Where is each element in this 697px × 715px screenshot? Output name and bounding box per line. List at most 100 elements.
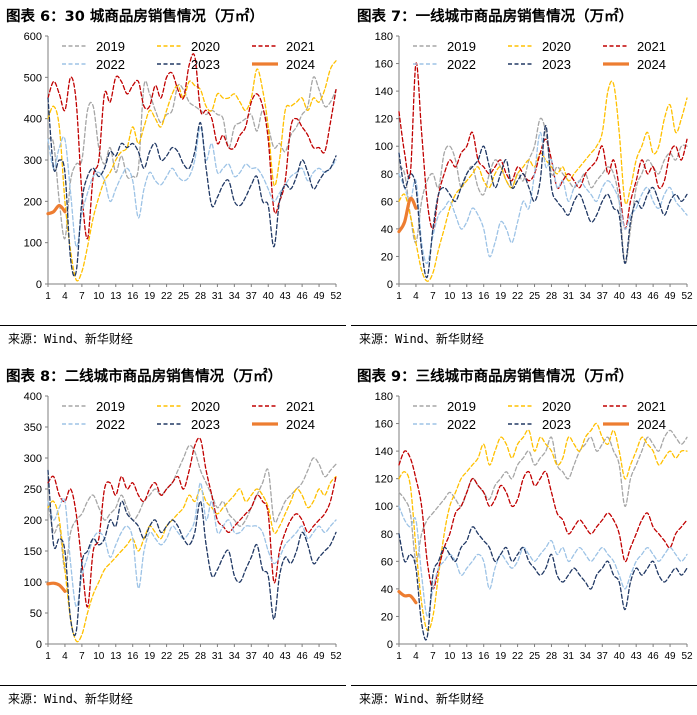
- x-tick-label: 31: [563, 651, 575, 662]
- legend-label-2020: 2020: [542, 39, 571, 54]
- x-tick-label: 40: [614, 291, 626, 302]
- x-tick-label: 7: [430, 651, 436, 662]
- x-tick-label: 16: [478, 651, 490, 662]
- y-tick-label: 400: [24, 114, 42, 126]
- legend-label-2024: 2024: [286, 417, 315, 432]
- x-tick-label: 19: [144, 651, 156, 662]
- y-tick-label: 400: [24, 391, 42, 403]
- y-tick-label: 60: [381, 196, 393, 208]
- series-line-2024: [46, 203, 67, 216]
- chart-title: 图表 7：一线城市商品房销售情况（万㎡）: [357, 9, 634, 25]
- y-tick-label: 200: [24, 515, 42, 527]
- x-tick-label: 43: [631, 291, 643, 302]
- x-tick-label: 1: [45, 651, 51, 662]
- legend-label-2019: 2019: [96, 39, 125, 54]
- y-tick-label: 40: [381, 224, 393, 236]
- y-tick-label: 200: [24, 196, 42, 208]
- source-note: 来源：Wind、新华财经: [359, 332, 484, 346]
- legend-label-2019: 2019: [447, 39, 476, 54]
- y-tick-label: 150: [24, 546, 42, 558]
- legend-label-2020: 2020: [542, 399, 571, 414]
- series-line-2024: [397, 590, 418, 605]
- x-tick-label: 22: [512, 291, 524, 302]
- y-tick-label: 50: [30, 608, 42, 620]
- y-tick-label: 160: [375, 419, 393, 431]
- x-tick-label: 22: [161, 651, 173, 662]
- x-tick-label: 19: [144, 291, 156, 302]
- series-line-2019: [398, 117, 688, 265]
- y-tick-label: 180: [375, 391, 393, 403]
- y-tick-label: 120: [375, 114, 393, 126]
- y-tick-label: 300: [24, 453, 42, 465]
- y-tick-label: 0: [36, 279, 42, 291]
- series-line-2021: [47, 53, 337, 240]
- legend-label-2023: 2023: [191, 417, 220, 432]
- y-tick-label: 250: [24, 484, 42, 496]
- source-note: 来源：Wind、新华财经: [359, 692, 484, 706]
- x-tick-label: 34: [580, 651, 592, 662]
- y-tick-label: 180: [375, 31, 393, 43]
- x-tick-label: 22: [161, 291, 173, 302]
- legend-label-2022: 2022: [96, 57, 125, 72]
- x-tick-label: 31: [563, 291, 575, 302]
- x-tick-label: 16: [478, 291, 490, 302]
- chart-svg: 0 100 200 300 400 500 600 1 4 7 10 13 16 19 22 25 28 31 34…: [24, 31, 342, 302]
- y-tick-label: 140: [375, 86, 393, 98]
- series-line-2019: [47, 444, 337, 571]
- x-tick-label: 28: [195, 651, 207, 662]
- x-tick-label: 46: [648, 651, 660, 662]
- legend-label-2024: 2024: [637, 417, 666, 432]
- series-line-2019: [398, 429, 688, 563]
- legend-label-2022: 2022: [96, 417, 125, 432]
- series-line-2023: [47, 97, 337, 277]
- x-tick-label: 46: [648, 291, 660, 302]
- series-line-2020: [47, 60, 337, 282]
- x-tick-label: 1: [45, 291, 51, 302]
- y-tick-label: 120: [375, 474, 393, 486]
- x-tick-label: 37: [597, 291, 609, 302]
- series-line-2021: [398, 450, 688, 590]
- x-tick-label: 25: [529, 291, 541, 302]
- y-tick-label: 80: [381, 529, 393, 541]
- x-tick-label: 10: [93, 291, 105, 302]
- chart-svg: 0 20 40 60 80 100 120 140 160 180 1 4 7 10 13 16 19 22 25 2…: [375, 391, 693, 662]
- chart-panel-tier2-cities: 图表 8：二线城市商品房销售情况（万㎡） 0 50 100 150 200 250 300 3…: [0, 360, 346, 715]
- chart-title: 图表 9：三线城市商品房销售情况（万㎡）: [357, 369, 634, 385]
- x-tick-label: 52: [330, 651, 342, 662]
- y-tick-label: 500: [24, 72, 42, 84]
- x-tick-label: 37: [597, 651, 609, 662]
- x-tick-label: 13: [110, 291, 122, 302]
- legend-label-2021: 2021: [286, 39, 315, 54]
- x-tick-label: 49: [313, 651, 325, 662]
- x-tick-label: 13: [110, 651, 122, 662]
- x-tick-label: 4: [62, 291, 68, 302]
- y-tick-label: 100: [24, 577, 42, 589]
- chart-panel-tier3-cities: 图表 9：三线城市商品房销售情况（万㎡） 0 20 40 60 80 100 120 140 1…: [351, 360, 697, 715]
- series-line-2022: [47, 126, 337, 248]
- x-tick-label: 43: [280, 651, 292, 662]
- series-line-2022: [47, 482, 337, 608]
- x-tick-label: 43: [280, 291, 292, 302]
- x-tick-label: 46: [297, 651, 309, 662]
- legend-label-2020: 2020: [191, 399, 220, 414]
- x-tick-label: 37: [246, 651, 258, 662]
- x-tick-label: 4: [413, 651, 419, 662]
- x-tick-label: 28: [195, 291, 207, 302]
- y-tick-label: 40: [381, 584, 393, 596]
- x-tick-label: 52: [330, 291, 342, 302]
- x-tick-label: 52: [681, 651, 693, 662]
- x-tick-label: 49: [313, 291, 325, 302]
- legend-label-2019: 2019: [96, 399, 125, 414]
- x-tick-label: 49: [664, 651, 676, 662]
- series-line-2023: [398, 526, 688, 641]
- x-tick-label: 40: [614, 651, 626, 662]
- y-tick-label: 80: [381, 169, 393, 181]
- x-tick-label: 25: [178, 291, 190, 302]
- series-line-2023: [47, 469, 337, 637]
- y-tick-label: 100: [375, 141, 393, 153]
- y-tick-label: 0: [36, 639, 42, 651]
- source-note: 来源：Wind、新华财经: [8, 692, 133, 706]
- legend-label-2023: 2023: [542, 417, 571, 432]
- x-tick-label: 1: [396, 291, 402, 302]
- series-line-2023: [398, 124, 688, 279]
